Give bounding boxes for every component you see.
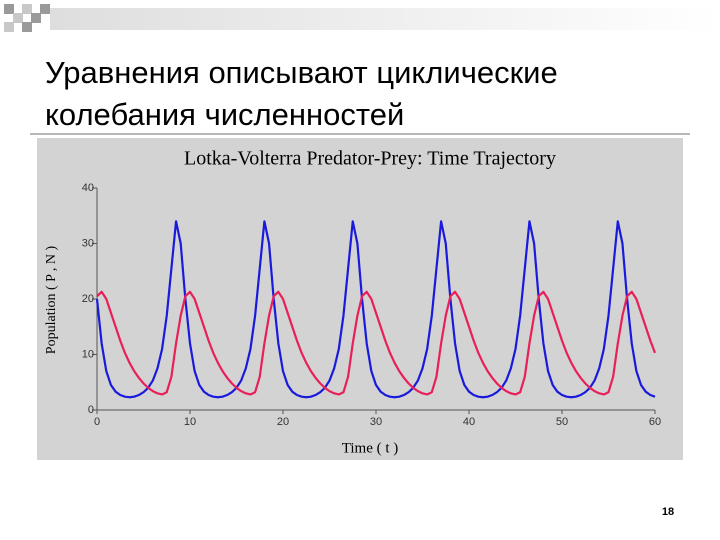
- series-line: [95, 220, 656, 399]
- x-tick-label: 0: [94, 416, 100, 428]
- x-tick-label: 10: [184, 416, 196, 428]
- x-tick-label: 40: [463, 416, 475, 428]
- chart-background: [37, 138, 683, 460]
- page-number: 18: [662, 506, 674, 518]
- plot: 0 10 20 30 40 0 10 20 30 40 50 60: [82, 182, 661, 428]
- series-line: [96, 290, 657, 396]
- slide-title-line: колебания численностей: [45, 97, 404, 132]
- corner-squares: [4, 4, 50, 32]
- x-axis-label: Time ( t ): [342, 440, 399, 456]
- y-tick-label: 10: [82, 348, 94, 360]
- x-tick-label: 20: [277, 416, 289, 428]
- x-tick-label: 30: [370, 416, 382, 428]
- x-tick-label: 50: [556, 416, 568, 428]
- y-tick-label: 40: [82, 182, 94, 194]
- y-axis-label: Population ( P , N ): [44, 245, 59, 354]
- y-tick-label: 30: [82, 237, 94, 249]
- y-tick-label: 20: [82, 293, 94, 305]
- chart-title: Lotka-Volterra Predator-Prey: Time Traje…: [184, 148, 556, 170]
- y-tick-label: 0: [88, 404, 94, 416]
- top-bar: [50, 8, 720, 30]
- x-tick-label: 60: [649, 416, 661, 428]
- slide-title-line: Уравнения описывают циклические: [45, 55, 558, 90]
